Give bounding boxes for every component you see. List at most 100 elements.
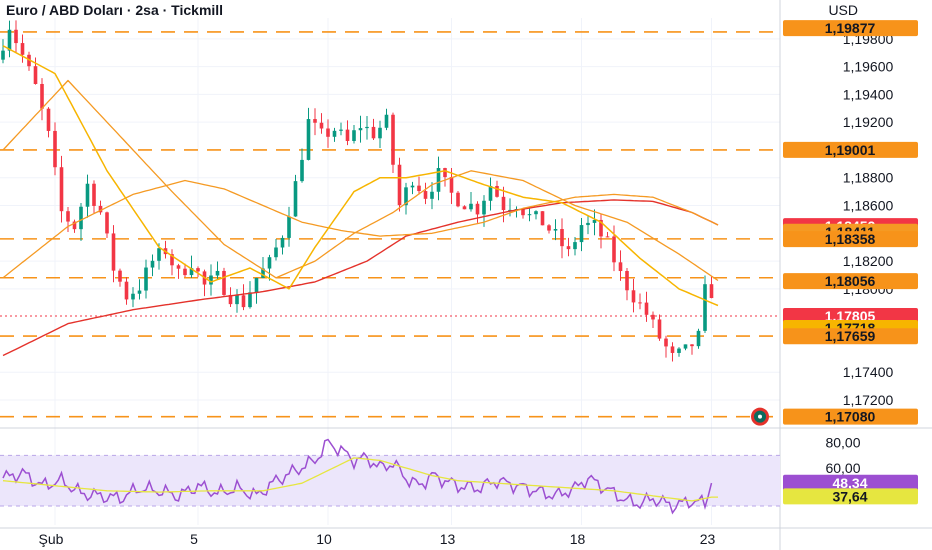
candle-body: [313, 119, 317, 123]
candle-body: [423, 191, 428, 199]
candle-body: [553, 229, 558, 231]
candle-body: [248, 292, 252, 308]
candle-body: [430, 191, 434, 199]
price-tag: 1,17805: [825, 308, 876, 324]
candle-body: [618, 262, 623, 272]
candle-body: [261, 268, 265, 278]
candle-body: [436, 168, 441, 192]
candle-body: [59, 167, 64, 212]
candle-body: [651, 314, 655, 320]
candle-body: [410, 185, 415, 188]
chart-title: Euro / ABD Doları · 2sa · Tickmill: [6, 2, 224, 18]
candle-body: [267, 257, 272, 269]
price-axis[interactable]: 1,198001,196001,194001,192001,188001,186…: [825, 31, 893, 476]
candle-body: [111, 233, 116, 271]
candle-body: [339, 129, 343, 131]
candle-body: [495, 185, 499, 197]
candle-body: [183, 268, 187, 276]
candle-body: [358, 128, 363, 131]
rsi-layer: [2, 438, 718, 515]
candle-body: [332, 130, 337, 137]
candle-body: [417, 185, 421, 192]
candle-body: [196, 268, 200, 272]
candle-body: [254, 277, 259, 293]
candle-body: [280, 237, 285, 248]
price-tick-label: 1,18200: [843, 253, 894, 269]
price-tick-label: 1,18800: [843, 170, 894, 186]
candle-body: [40, 83, 44, 109]
candle-body: [137, 290, 142, 294]
rsi-tag-bg: [783, 488, 918, 505]
candle-body: [709, 284, 714, 299]
price-tag: 1,18056: [825, 273, 876, 289]
candle-body: [209, 275, 213, 285]
candle-body: [53, 130, 57, 168]
candle-body: [501, 196, 506, 211]
candle-body: [215, 270, 220, 276]
candle-body: [170, 254, 174, 266]
price-tag-bg: [783, 141, 918, 158]
rsi-tick-label: 80,00: [825, 435, 860, 451]
candle-body: [560, 229, 564, 247]
time-tick-label: Şub: [39, 531, 64, 547]
candle-body: [384, 114, 389, 128]
candle-body: [14, 29, 18, 44]
price-tag-bg: [783, 231, 918, 248]
candle-body: [144, 267, 148, 291]
candle-body: [300, 159, 304, 182]
price-tag: 1,19001: [825, 142, 876, 158]
candle-body: [98, 205, 103, 213]
currency-label[interactable]: USD: [828, 2, 858, 18]
candle-body: [326, 128, 330, 137]
candle-body: [482, 200, 486, 215]
candle-body: [605, 236, 610, 238]
price-tag-bg: [783, 307, 918, 324]
candle-body: [293, 181, 298, 217]
price-tags: 1,198771,190011,184521,184111,183581,180…: [783, 20, 918, 505]
time-axis[interactable]: Şub 5 10 13 18 23: [39, 531, 716, 547]
candle-body: [631, 290, 636, 303]
candle-body: [306, 119, 311, 160]
ma-slow-line: [2, 179, 719, 279]
candle-body: [469, 203, 473, 210]
moving-averages: [2, 45, 719, 357]
candle-body: [540, 211, 545, 226]
candle-body: [579, 225, 584, 243]
candle-body: [274, 247, 278, 258]
candle-body: [33, 66, 38, 84]
price-tag-bg: [783, 273, 918, 290]
candle-body: [118, 270, 122, 282]
candle-body: [462, 206, 467, 210]
price-tick-label: 1,19600: [843, 59, 894, 75]
candle-body: [404, 187, 408, 206]
price-tick-label: 1,17400: [843, 364, 894, 380]
candle-body: [157, 248, 161, 261]
candle-body: [66, 211, 70, 222]
candle-body: [345, 129, 350, 141]
candle-body: [475, 203, 480, 215]
horizontal-levels: [0, 31, 780, 418]
candle-body: [677, 348, 681, 353]
candle-body: [287, 216, 291, 238]
target-icon-dot: [758, 414, 762, 419]
candles-layer: [1, 20, 714, 362]
ma-long-line: [2, 199, 719, 357]
candle-body: [72, 221, 77, 230]
price-tick-label: 1,19200: [843, 114, 894, 130]
candle-body: [1, 50, 5, 60]
candle-body: [612, 236, 616, 263]
candle-body: [456, 192, 460, 207]
candle-body: [547, 225, 551, 231]
candle-body: [657, 319, 662, 339]
candle-body: [228, 294, 233, 305]
candle-body: [124, 281, 129, 300]
candle-body: [85, 183, 90, 207]
currency-backdrop: [782, 0, 932, 18]
candle-body: [586, 222, 590, 226]
candle-body: [371, 126, 376, 139]
price-tag: 1,19877: [825, 20, 876, 36]
rsi-tag: 37,64: [832, 488, 867, 504]
candle-body: [222, 270, 226, 295]
